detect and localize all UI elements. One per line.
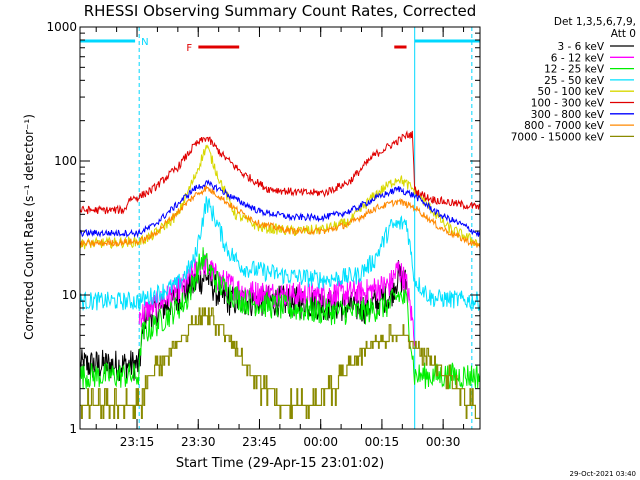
y-tick-label-1: 10 bbox=[62, 288, 77, 302]
chart-title: RHESSI Observing Summary Count Rates, Co… bbox=[84, 2, 477, 20]
y-tick-label-0: 1 bbox=[69, 422, 77, 436]
x-tick-label-4: 00:15 bbox=[365, 435, 400, 449]
x-tick-label-1: 23:30 bbox=[181, 435, 216, 449]
legend-label-0: 3 - 6 keV bbox=[557, 41, 604, 53]
vertical-markers bbox=[138, 27, 473, 429]
series-line-3 bbox=[79, 196, 481, 312]
x-axis-label: Start Time (29-Apr-15 23:01:02) bbox=[176, 456, 384, 471]
legend-label-1: 6 - 12 keV bbox=[551, 52, 605, 64]
plot-area bbox=[79, 130, 481, 419]
series-line-6 bbox=[79, 179, 481, 239]
series-line-2 bbox=[79, 247, 481, 390]
y-axis-label: Corrected Count Rate (s⁻¹ detector⁻¹) bbox=[22, 114, 36, 340]
legend-label-6: 300 - 800 keV bbox=[531, 109, 605, 121]
y-tick-label-3: 1000 bbox=[46, 20, 77, 34]
legend-label-3: 25 - 50 keV bbox=[544, 75, 605, 87]
legend-label-2: 12 - 25 keV bbox=[544, 64, 605, 76]
legend-label-7: 800 - 7000 keV bbox=[524, 120, 605, 132]
legend-label-5: 100 - 300 keV bbox=[531, 98, 605, 110]
y-axis-label-group: Corrected Count Rate (s⁻¹ detector⁻¹) bbox=[22, 114, 36, 340]
x-tick-label-5: 00:30 bbox=[426, 435, 461, 449]
x-tick-label-0: 23:15 bbox=[120, 435, 155, 449]
flag-bars: NF bbox=[80, 37, 480, 54]
x-tick-label-2: 23:45 bbox=[242, 435, 277, 449]
y-tick-label-2: 100 bbox=[54, 154, 77, 168]
legend-label-4: 50 - 100 keV bbox=[537, 86, 604, 98]
series-line-8 bbox=[80, 307, 480, 419]
x-tick-label-3: 00:00 bbox=[303, 435, 338, 449]
legend-header-0: Det 1,3,5,6,7,9, bbox=[554, 16, 636, 28]
series-line-1 bbox=[138, 250, 416, 347]
series-line-7 bbox=[79, 185, 481, 249]
timestamp: 29-Oct-2021 03:40 bbox=[570, 470, 636, 478]
legend-header-1: Att 0 bbox=[611, 28, 636, 40]
flare-flag-label: F bbox=[186, 43, 192, 54]
legend-label-8: 7000 - 15000 keV bbox=[511, 131, 605, 143]
series-line-5 bbox=[79, 130, 481, 215]
night-flag-label: N bbox=[141, 37, 148, 48]
axes: 1 10 100 1000 23:15 23:30 23:45 00:00 00:15 00:30 bbox=[46, 20, 481, 449]
